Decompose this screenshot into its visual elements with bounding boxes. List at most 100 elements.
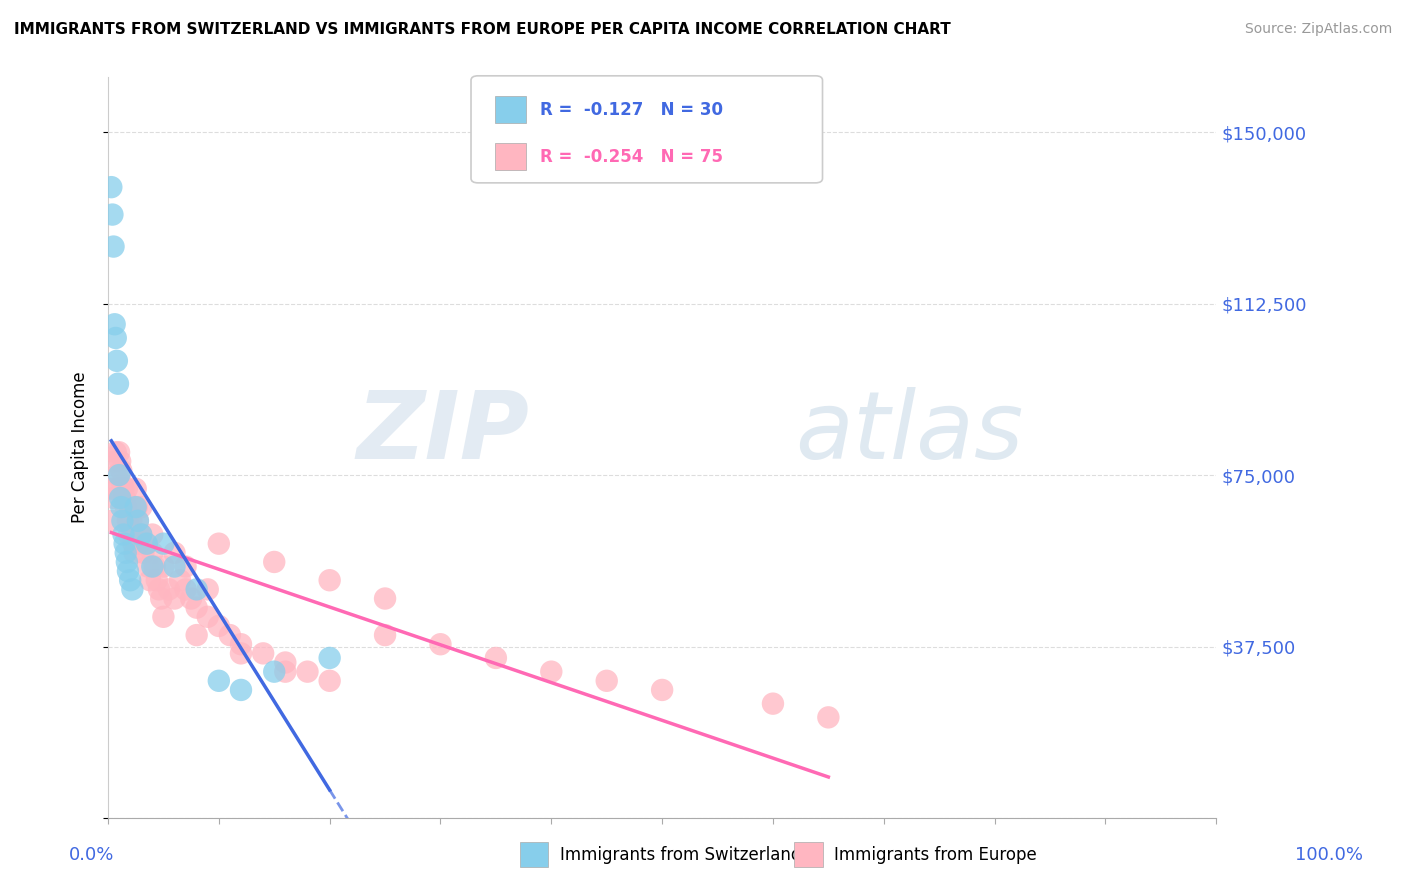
Point: [186, 582, 208, 597]
Point: [100, 514, 122, 528]
Text: atlas: atlas: [796, 387, 1024, 478]
Text: 0.0%: 0.0%: [69, 846, 114, 863]
Point: [105, 354, 128, 368]
Point: [174, 559, 197, 574]
Point: [540, 665, 562, 679]
Point: [129, 527, 152, 541]
Point: [100, 180, 122, 194]
Point: [229, 637, 252, 651]
Point: [180, 591, 202, 606]
Point: [128, 536, 150, 550]
Point: [318, 573, 340, 587]
Point: [150, 591, 173, 606]
Point: [163, 559, 186, 574]
Point: [174, 582, 197, 597]
Point: [127, 514, 149, 528]
Point: [429, 637, 451, 651]
Point: [152, 559, 174, 574]
Point: [111, 514, 134, 528]
Point: [141, 559, 163, 574]
Point: [103, 239, 125, 253]
Point: [107, 376, 129, 391]
Point: [121, 582, 143, 597]
Point: [115, 482, 138, 496]
Point: [108, 454, 131, 468]
Point: [485, 651, 508, 665]
Point: [118, 527, 141, 541]
Point: [129, 527, 152, 541]
Point: [117, 564, 139, 578]
Point: [125, 500, 148, 515]
Point: [186, 600, 208, 615]
Point: [120, 573, 142, 587]
Point: [139, 573, 162, 587]
Text: 100.0%: 100.0%: [1295, 846, 1362, 863]
Point: [297, 665, 319, 679]
Point: [163, 591, 186, 606]
Point: [374, 591, 396, 606]
Point: [197, 582, 219, 597]
Point: [114, 546, 136, 560]
Point: [104, 454, 127, 468]
Point: [762, 697, 785, 711]
Text: R =  -0.254   N = 75: R = -0.254 N = 75: [540, 148, 723, 166]
Text: Immigrants from Europe: Immigrants from Europe: [834, 846, 1036, 863]
Point: [135, 536, 157, 550]
Point: [145, 573, 167, 587]
Point: [101, 208, 124, 222]
Point: [114, 536, 136, 550]
Point: [104, 331, 127, 345]
Point: [104, 445, 127, 459]
Point: [105, 468, 128, 483]
Point: [318, 651, 340, 665]
Point: [108, 445, 131, 459]
Point: [263, 665, 285, 679]
Point: [108, 491, 131, 505]
Point: [103, 491, 125, 505]
Point: [186, 628, 208, 642]
Point: [120, 500, 142, 515]
Point: [817, 710, 839, 724]
Text: Immigrants from Switzerland: Immigrants from Switzerland: [560, 846, 801, 863]
Point: [163, 546, 186, 560]
Point: [252, 646, 274, 660]
Point: [112, 527, 135, 541]
Point: [127, 514, 149, 528]
Point: [157, 582, 180, 597]
Point: [110, 500, 132, 515]
Point: [229, 682, 252, 697]
Y-axis label: Per Capita Income: Per Capita Income: [72, 372, 89, 524]
Point: [219, 628, 242, 642]
Point: [110, 464, 132, 478]
Point: [120, 514, 142, 528]
Point: [111, 477, 134, 491]
Point: [318, 673, 340, 688]
Point: [112, 482, 135, 496]
Point: [107, 482, 129, 496]
Text: Source: ZipAtlas.com: Source: ZipAtlas.com: [1244, 22, 1392, 37]
Text: IMMIGRANTS FROM SWITZERLAND VS IMMIGRANTS FROM EUROPE PER CAPITA INCOME CORRELAT: IMMIGRANTS FROM SWITZERLAND VS IMMIGRANT…: [14, 22, 950, 37]
Point: [169, 573, 191, 587]
Point: [263, 555, 285, 569]
Point: [208, 673, 231, 688]
Point: [135, 536, 157, 550]
Point: [101, 482, 124, 496]
Point: [117, 514, 139, 528]
Point: [121, 523, 143, 537]
Point: [596, 673, 619, 688]
Point: [141, 527, 163, 541]
Point: [208, 619, 231, 633]
Point: [124, 546, 146, 560]
Point: [143, 559, 166, 574]
Point: [132, 546, 155, 560]
Point: [148, 582, 170, 597]
Point: [129, 500, 152, 515]
Point: [274, 665, 297, 679]
Point: [108, 468, 131, 483]
Point: [274, 656, 297, 670]
Point: [651, 682, 673, 697]
Text: ZIP: ZIP: [356, 387, 529, 479]
Point: [125, 500, 148, 515]
Point: [141, 546, 163, 560]
Point: [136, 559, 159, 574]
